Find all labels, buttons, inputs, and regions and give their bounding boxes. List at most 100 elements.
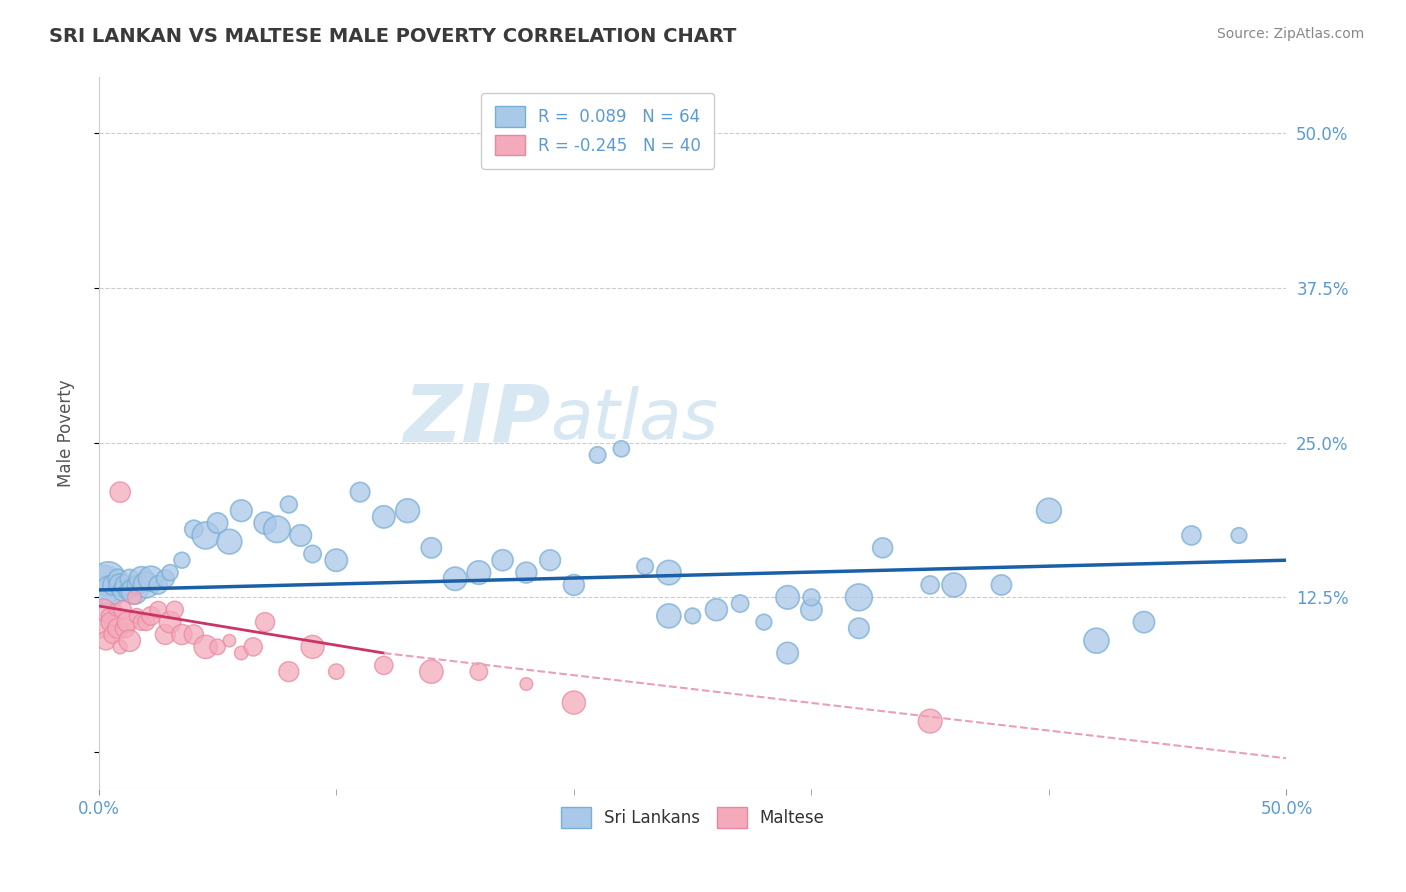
Point [706,603,728,617]
Point [942,578,965,592]
Point [1038,504,1060,518]
Point [920,714,942,728]
Point [108,485,131,500]
Point [231,646,253,660]
Point [586,448,609,462]
Point [111,584,134,599]
Point [101,578,124,592]
Point [139,572,162,586]
Point [658,608,681,623]
Point [1085,633,1108,648]
Point [515,566,537,580]
Legend: Sri Lankans, Maltese: Sri Lankans, Maltese [554,801,831,834]
Point [111,603,134,617]
Point [117,615,139,629]
Point [468,566,491,580]
Point [800,603,823,617]
Point [97,608,120,623]
Point [396,504,419,518]
Point [114,621,136,635]
Point [97,572,120,586]
Point [800,591,823,605]
Point [872,541,894,555]
Point [301,640,323,654]
Point [155,572,177,586]
Text: ZIP: ZIP [402,380,550,458]
Point [562,696,585,710]
Point [183,627,205,641]
Point [491,553,513,567]
Point [254,516,277,530]
Point [538,553,561,567]
Text: Source: ZipAtlas.com: Source: ZipAtlas.com [1216,27,1364,41]
Point [1180,528,1202,542]
Point [207,640,229,654]
Point [148,603,170,617]
Point [848,621,870,635]
Point [114,578,136,592]
Point [373,658,395,673]
Point [159,566,181,580]
Y-axis label: Male Poverty: Male Poverty [58,379,75,487]
Point [131,615,153,629]
Point [231,504,253,518]
Point [93,578,115,592]
Point [125,578,148,592]
Point [125,608,148,623]
Point [254,615,277,629]
Point [107,621,129,635]
Point [444,572,467,586]
Point [100,615,122,629]
Point [682,608,704,623]
Point [610,442,633,456]
Point [93,603,115,617]
Point [848,591,870,605]
Point [108,578,131,592]
Point [108,640,131,654]
Text: SRI LANKAN VS MALTESE MALE POVERTY CORRELATION CHART: SRI LANKAN VS MALTESE MALE POVERTY CORRE… [49,27,737,45]
Point [515,677,537,691]
Point [148,578,170,592]
Point [634,559,657,574]
Text: atlas: atlas [550,385,718,452]
Point [218,633,240,648]
Point [218,534,240,549]
Point [468,665,491,679]
Point [118,633,141,648]
Point [194,640,217,654]
Point [920,578,942,592]
Point [101,627,124,641]
Point [155,627,177,641]
Point [107,572,129,586]
Point [562,578,585,592]
Point [90,621,112,635]
Point [131,572,153,586]
Point [277,665,299,679]
Point [776,646,799,660]
Point [194,528,217,542]
Point [242,640,264,654]
Point [349,485,371,500]
Point [301,547,323,561]
Point [373,509,395,524]
Point [117,584,139,599]
Point [139,608,162,623]
Point [170,627,193,641]
Point [170,553,193,567]
Point [752,615,775,629]
Point [325,665,347,679]
Point [163,603,186,617]
Point [277,498,299,512]
Point [118,572,141,586]
Point [94,633,117,648]
Point [104,603,127,617]
Point [990,578,1012,592]
Point [124,584,146,599]
Point [135,615,157,629]
Point [1227,528,1250,542]
Point [100,584,122,599]
Point [325,553,347,567]
Point [124,591,146,605]
Point [420,665,443,679]
Point [266,522,288,536]
